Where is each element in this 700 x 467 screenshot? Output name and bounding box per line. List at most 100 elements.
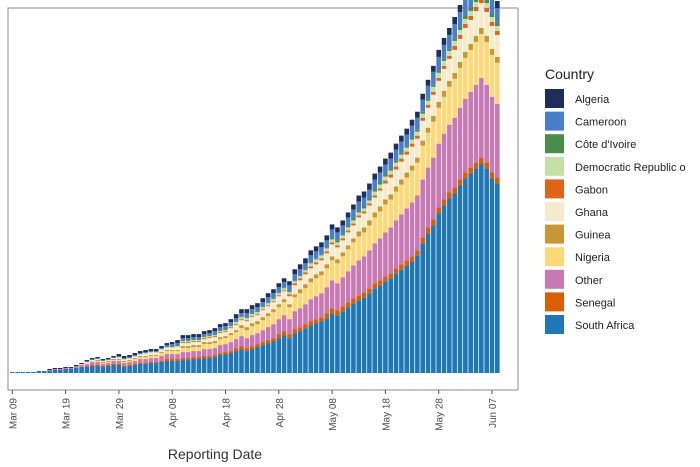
bar-ghana-day-22 (127, 359, 132, 361)
bar-c-te-d-ivoire-day-32 (180, 340, 186, 342)
bar-other-day-80 (436, 143, 441, 208)
bar-algeria-day-30 (169, 342, 175, 345)
bar-gabon-day-71 (388, 174, 394, 178)
bar-south-africa-day-28 (159, 362, 164, 373)
bar-democratic-republic-o-day-77 (420, 113, 426, 118)
bar-democratic-republic-o-day-80 (436, 72, 441, 78)
bar-ghana-day-61 (335, 247, 340, 260)
bar-guinea-day-73 (399, 179, 404, 185)
bar-guinea-day-43 (239, 325, 244, 329)
bar-democratic-republic-o-day-83 (452, 40, 457, 46)
bar-nigeria-day-27 (153, 356, 159, 359)
bar-democratic-republic-o-day-44 (244, 318, 250, 321)
bar-cameroon-day-35 (196, 337, 202, 340)
bar-guinea-day-81 (441, 90, 447, 97)
bar-senegal-day-85 (463, 172, 468, 179)
bar-gabon-day-78 (425, 104, 431, 108)
bar-senegal-day-62 (340, 306, 346, 312)
bar-democratic-republic-o-day-53 (292, 281, 298, 284)
bar-guinea-day-48 (265, 313, 271, 317)
bar-other-day-25 (143, 359, 148, 364)
bar-gabon-day-56 (308, 266, 314, 269)
bar-cameroon-day-38 (212, 331, 218, 335)
bar-ghana-day-18 (105, 360, 111, 362)
bar-guinea-day-39 (217, 337, 223, 340)
bar-algeria-day-7 (47, 369, 52, 371)
bar-nigeria-day-28 (159, 353, 164, 357)
bar-nigeria-day-65 (356, 236, 362, 261)
bar-algeria-day-10 (63, 367, 68, 369)
legend-swatch-guinea (545, 224, 564, 244)
bar-nigeria-day-29 (164, 351, 170, 355)
legend-swatch-nigeria (545, 247, 564, 267)
bar-guinea-day-29 (164, 350, 170, 352)
bar-guinea-day-30 (169, 350, 175, 352)
x-tick-label: May 18 (381, 398, 392, 431)
bar-south-africa-day-27 (153, 363, 159, 373)
bar-south-africa-day-59 (324, 318, 330, 373)
bar-nigeria-day-55 (303, 288, 308, 305)
bar-algeria-day-35 (196, 334, 202, 338)
bar-nigeria-day-79 (431, 121, 436, 158)
bar-ghana-day-59 (324, 253, 330, 265)
bar-algeria-day-53 (292, 269, 298, 275)
bar-guinea-day-27 (153, 355, 159, 357)
bar-south-africa-day-63 (345, 307, 351, 373)
bar-nigeria-day-22 (127, 361, 132, 363)
bar-south-africa-day-32 (180, 360, 186, 373)
bar-ghana-day-52 (287, 296, 292, 305)
bar-senegal-day-51 (281, 331, 287, 336)
bar-democratic-republic-o-day-31 (175, 346, 180, 348)
bar-nigeria-day-56 (308, 282, 314, 300)
bar-nigeria-day-90 (489, 54, 495, 97)
bar-south-africa-day-67 (367, 293, 372, 373)
bar-nigeria-day-30 (169, 351, 175, 355)
bar-south-africa-day-87 (473, 168, 479, 373)
bar-nigeria-day-53 (292, 297, 298, 312)
bar-south-africa-day-79 (431, 225, 436, 373)
bar-south-africa-day-49 (271, 341, 276, 373)
bar-c-te-d-ivoire-day-83 (452, 38, 457, 41)
bar-ghana-day-31 (175, 347, 180, 351)
bar-cameroon-day-47 (260, 302, 266, 307)
bar-cameroon-day-28 (159, 348, 164, 350)
bar-ghana-day-26 (148, 353, 154, 356)
bar-south-africa-day-53 (292, 333, 298, 373)
bar-ghana-day-66 (361, 213, 367, 228)
bar-democratic-republic-o-day-36 (201, 337, 207, 339)
bar-nigeria-day-37 (207, 344, 212, 350)
bar-algeria-day-8 (52, 368, 58, 370)
bar-nigeria-day-36 (201, 344, 207, 350)
bar-guinea-day-16 (95, 360, 100, 362)
bar-ghana-day-39 (217, 333, 223, 338)
bar-nigeria-day-88 (479, 33, 484, 78)
bar-algeria-day-42 (233, 314, 239, 319)
bar-democratic-republic-o-day-65 (356, 212, 362, 216)
bar-democratic-republic-o-day-45 (249, 314, 255, 317)
bar-senegal-day-74 (404, 260, 410, 266)
bar-senegal-day-58 (319, 317, 324, 322)
bar-gabon-day-66 (361, 211, 367, 214)
bar-other-day-34 (191, 351, 196, 358)
bar-gabon-day-33 (185, 342, 191, 344)
bar-senegal-day-77 (420, 237, 426, 244)
bar-guinea-day-63 (345, 245, 351, 250)
bar-other-day-63 (345, 271, 351, 303)
bar-south-africa-day-9 (57, 370, 63, 373)
bar-other-day-9 (57, 369, 63, 371)
bar-guinea-day-82 (447, 80, 452, 87)
bar-nigeria-day-58 (319, 275, 324, 294)
bar-cameroon-day-53 (292, 274, 298, 281)
bar-senegal-day-43 (239, 346, 244, 350)
bar-algeria-day-46 (255, 303, 260, 308)
bar-senegal-day-86 (468, 167, 473, 174)
bar-gabon-day-88 (479, 0, 484, 4)
bar-gabon-day-77 (420, 117, 426, 121)
bar-nigeria-day-59 (324, 268, 330, 288)
bar-nigeria-day-39 (217, 339, 223, 346)
bar-democratic-republic-o-day-64 (351, 220, 356, 224)
bar-other-day-59 (324, 287, 330, 314)
bar-nigeria-day-75 (409, 170, 415, 203)
bar-south-africa-day-22 (127, 366, 132, 373)
